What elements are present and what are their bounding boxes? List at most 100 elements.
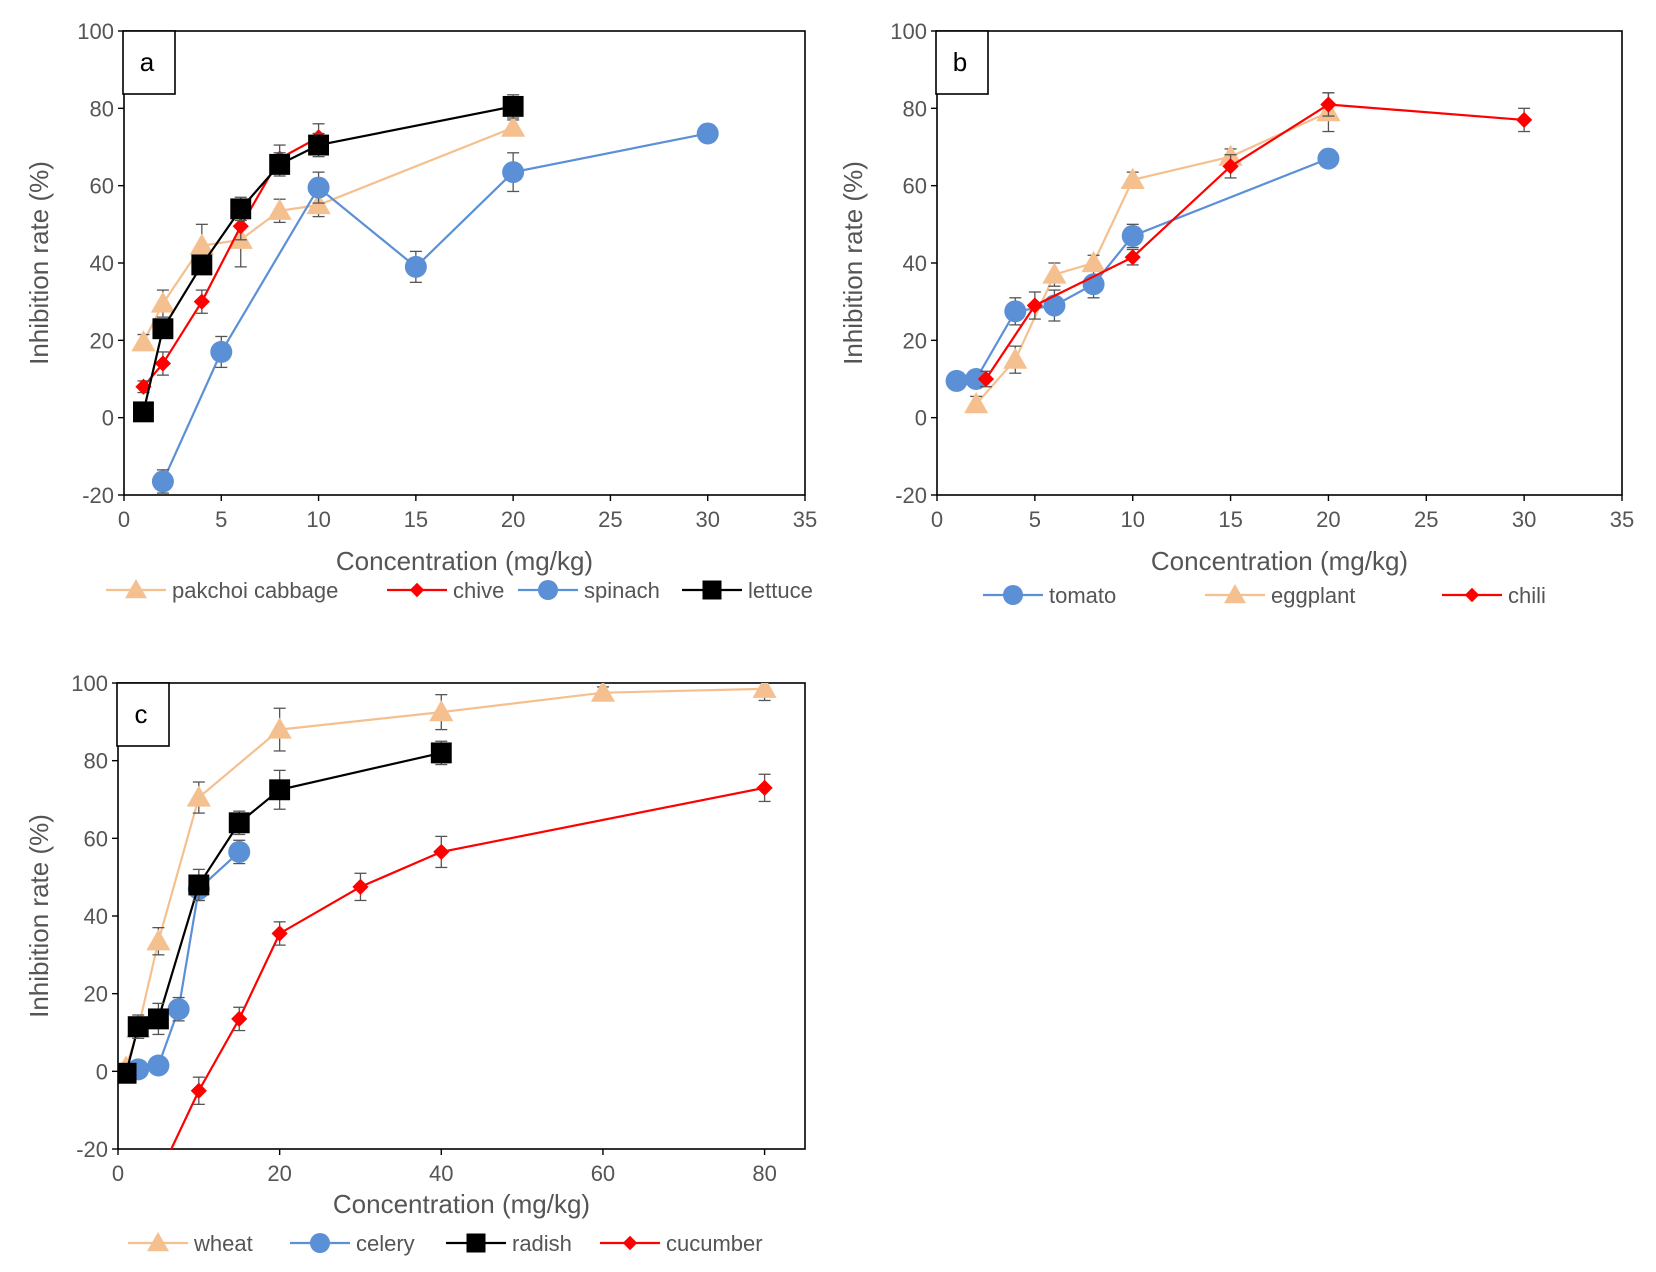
y-tick-label: 20 — [903, 328, 927, 353]
x-tick-label: 25 — [1414, 507, 1438, 532]
data-point — [271, 925, 288, 942]
legend-marker — [466, 1233, 486, 1253]
x-tick-label: 10 — [306, 507, 330, 532]
data-point — [502, 161, 525, 184]
data-point — [1516, 111, 1533, 129]
y-axis-label: Inhibition rate (%) — [838, 161, 868, 365]
legend-item: lettuce — [682, 578, 813, 603]
legend-label: celery — [356, 1231, 415, 1256]
legend-marker — [1464, 587, 1480, 603]
x-tick-label: 0 — [118, 507, 130, 532]
x-tick-label: 35 — [793, 507, 817, 532]
legend-label: chive — [453, 578, 504, 603]
series-line — [985, 103, 1525, 380]
y-tick-label: 0 — [96, 1059, 108, 1084]
legend-marker — [538, 580, 558, 600]
data-point — [191, 254, 213, 276]
panel-label: a — [140, 47, 155, 77]
data-point — [756, 779, 773, 796]
panel-label-box — [116, 682, 170, 747]
y-tick-label: 80 — [903, 96, 927, 121]
y-tick-label: 100 — [890, 19, 927, 44]
data-point — [1004, 300, 1027, 323]
data-point — [1026, 297, 1043, 314]
series-chili — [977, 92, 1533, 388]
data-point — [269, 153, 291, 175]
x-tick-label: 15 — [1218, 507, 1242, 532]
legend-marker — [622, 1235, 638, 1251]
y-tick-label: -20 — [76, 1137, 108, 1162]
y-tick-label: 80 — [90, 96, 114, 121]
legend-item: eggplant — [1205, 583, 1355, 608]
legend-label: chili — [1508, 583, 1546, 608]
y-tick-label: 20 — [90, 328, 114, 353]
data-point — [429, 700, 454, 722]
y-axis-label: Inhibition rate (%) — [24, 161, 54, 365]
legend-item: chive — [387, 578, 504, 603]
legend-item: tomato — [983, 583, 1116, 608]
panel-label-box — [935, 30, 989, 95]
y-tick-label: 60 — [903, 174, 927, 199]
x-tick-label: 5 — [215, 507, 227, 532]
data-area — [118, 683, 777, 1149]
data-point — [964, 392, 989, 414]
data-point — [150, 291, 176, 313]
data-point — [147, 1054, 170, 1077]
legend-marker — [310, 1233, 330, 1253]
x-tick-label: 0 — [112, 1161, 124, 1186]
data-point — [1317, 147, 1340, 170]
x-tick-label: 0 — [931, 507, 943, 532]
x-tick-label: 20 — [501, 507, 525, 532]
y-tick-label: 40 — [90, 251, 114, 276]
legend-item: pakchoi cabbage — [106, 578, 338, 603]
legend-label: eggplant — [1271, 583, 1355, 608]
data-point — [752, 683, 777, 698]
data-point — [228, 812, 250, 834]
legend-marker — [147, 1232, 169, 1252]
series-lettuce — [133, 94, 524, 423]
legend-label: cucumber — [666, 1231, 763, 1256]
data-point — [146, 929, 171, 951]
x-tick-label: 25 — [598, 507, 622, 532]
data-point — [502, 95, 524, 117]
data-point — [433, 843, 450, 861]
legend-item: radish — [446, 1231, 572, 1256]
data-point — [186, 785, 211, 807]
x-tick-label: 30 — [1512, 507, 1536, 532]
data-point — [267, 198, 292, 220]
y-tick-label: -20 — [82, 483, 114, 508]
data-point — [151, 470, 174, 493]
y-tick-label: 40 — [84, 904, 108, 929]
x-tick-label: 30 — [695, 507, 719, 532]
data-point — [267, 717, 292, 739]
x-axis-label: Concentration (mg/kg) — [336, 546, 593, 576]
series-spinach — [151, 122, 719, 494]
data-point — [1121, 224, 1144, 247]
data-point — [1081, 250, 1106, 273]
data-point — [1120, 167, 1145, 189]
data-point — [210, 340, 233, 363]
x-axis-label: Concentration (mg/kg) — [333, 1189, 590, 1219]
legend-marker — [125, 579, 147, 599]
data-point — [404, 255, 427, 278]
data-point — [1042, 262, 1067, 284]
y-tick-label: 80 — [84, 749, 108, 774]
data-point — [352, 878, 369, 895]
legend-marker — [1003, 585, 1023, 605]
data-point — [430, 742, 452, 764]
data-point — [965, 368, 988, 390]
data-point — [308, 134, 330, 156]
x-tick-label: 40 — [429, 1161, 453, 1186]
data-point — [131, 330, 156, 352]
data-point — [232, 218, 249, 235]
data-point — [230, 198, 252, 220]
x-tick-label: 10 — [1120, 507, 1144, 532]
y-tick-label: 60 — [90, 174, 114, 199]
legend-item: wheat — [128, 1231, 253, 1256]
legend-label: wheat — [193, 1231, 253, 1256]
legend-item: celery — [290, 1231, 415, 1256]
legend-item: spinach — [518, 578, 660, 603]
y-tick-label: 20 — [84, 982, 108, 1007]
series-line — [956, 157, 1329, 383]
